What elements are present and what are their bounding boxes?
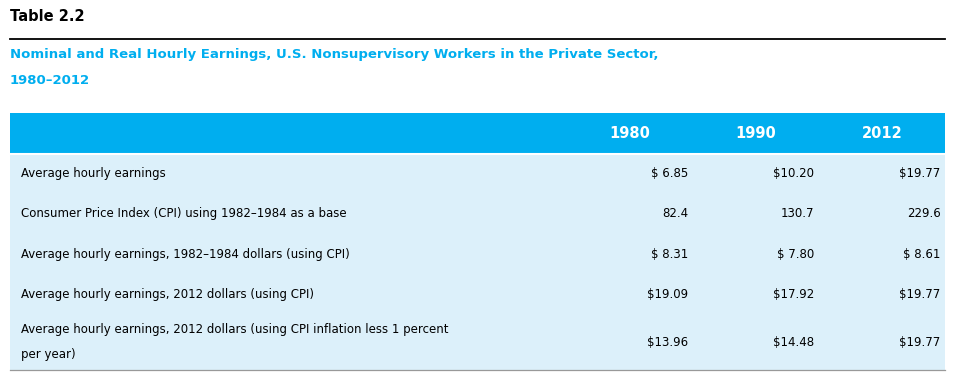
Text: $19.09: $19.09	[647, 288, 688, 301]
Text: Consumer Price Index (CPI) using 1982–1984 as a base: Consumer Price Index (CPI) using 1982–19…	[21, 208, 347, 220]
Text: $ 6.85: $ 6.85	[650, 167, 688, 180]
Text: Average hourly earnings, 1982–1984 dollars (using CPI): Average hourly earnings, 1982–1984 dolla…	[21, 248, 350, 260]
Text: $ 8.31: $ 8.31	[650, 248, 688, 260]
Text: $14.48: $14.48	[774, 336, 815, 349]
Text: Average hourly earnings, 2012 dollars (using CPI inflation less 1 percent: Average hourly earnings, 2012 dollars (u…	[21, 324, 449, 336]
Text: 2012: 2012	[862, 126, 902, 141]
Text: $17.92: $17.92	[774, 288, 815, 301]
FancyBboxPatch shape	[10, 154, 945, 370]
FancyBboxPatch shape	[10, 113, 945, 154]
Text: $19.77: $19.77	[900, 288, 941, 301]
Text: 1980: 1980	[609, 126, 650, 141]
Text: $ 7.80: $ 7.80	[777, 248, 815, 260]
Text: $13.96: $13.96	[647, 336, 688, 349]
Text: per year): per year)	[21, 348, 75, 361]
Text: Average hourly earnings, 2012 dollars (using CPI): Average hourly earnings, 2012 dollars (u…	[21, 288, 314, 301]
Text: 1990: 1990	[735, 126, 776, 141]
Text: Table 2.2: Table 2.2	[10, 9, 84, 24]
Text: Nominal and Real Hourly Earnings, U.S. Nonsupervisory Workers in the Private Sec: Nominal and Real Hourly Earnings, U.S. N…	[10, 48, 658, 61]
Text: 1980–2012: 1980–2012	[10, 74, 90, 87]
Text: $19.77: $19.77	[900, 336, 941, 349]
Text: Average hourly earnings: Average hourly earnings	[21, 167, 166, 180]
Text: $19.77: $19.77	[900, 167, 941, 180]
Text: 229.6: 229.6	[907, 208, 941, 220]
Text: $10.20: $10.20	[774, 167, 815, 180]
Text: 130.7: 130.7	[781, 208, 815, 220]
Text: 82.4: 82.4	[662, 208, 688, 220]
Text: $ 8.61: $ 8.61	[903, 248, 941, 260]
